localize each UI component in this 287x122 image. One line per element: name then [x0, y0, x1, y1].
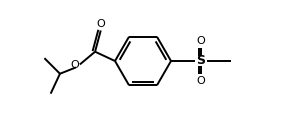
Text: S: S: [197, 55, 205, 67]
Text: O: O: [197, 76, 205, 86]
Text: O: O: [197, 36, 205, 46]
Text: O: O: [96, 19, 105, 29]
Text: O: O: [71, 60, 79, 70]
